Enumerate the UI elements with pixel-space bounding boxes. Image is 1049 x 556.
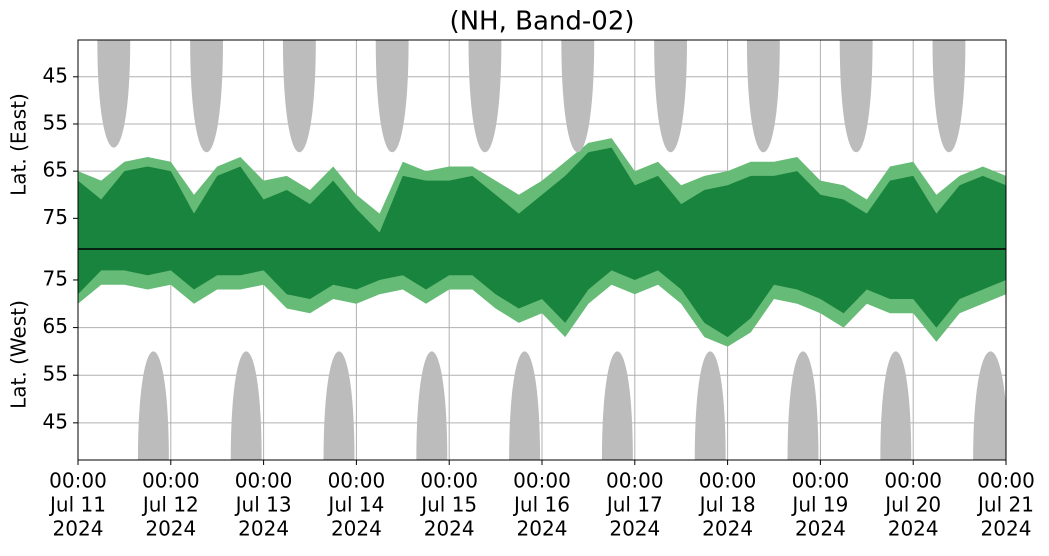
y-tick-label: 65 bbox=[43, 314, 68, 338]
x-tick-label: Jul 17 bbox=[605, 493, 663, 517]
no-data-mask bbox=[97, 40, 131, 148]
no-data-mask bbox=[839, 40, 873, 153]
y-tick-label: 45 bbox=[43, 409, 68, 433]
plot-frame bbox=[77, 39, 1007, 461]
no-data-mask bbox=[654, 40, 687, 153]
x-tick-label: 2024 bbox=[53, 517, 104, 541]
x-tick-label: 00:00 bbox=[977, 469, 1035, 493]
x-tick-label: 2024 bbox=[702, 517, 753, 541]
x-tick-label: 2024 bbox=[238, 517, 289, 541]
x-tick-label: Jul 16 bbox=[512, 493, 570, 517]
no-data-mask bbox=[323, 351, 355, 460]
x-tick-label: Jul 15 bbox=[419, 493, 477, 517]
y-tick-label: 75 bbox=[43, 266, 68, 290]
x-tick-label: 00:00 bbox=[699, 469, 757, 493]
no-data-mask bbox=[880, 351, 912, 460]
x-tick-label: 00:00 bbox=[792, 469, 850, 493]
x-tick-label: Jul 20 bbox=[883, 493, 941, 517]
x-tick-label: Jul 19 bbox=[790, 493, 848, 517]
y-axis-label: Lat. (East) bbox=[7, 93, 31, 196]
plot-area bbox=[78, 40, 1006, 460]
x-tick-label: 2024 bbox=[888, 517, 939, 541]
no-data-mask bbox=[282, 40, 316, 153]
no-data-mask bbox=[601, 351, 633, 460]
x-tick-label: 00:00 bbox=[420, 469, 478, 493]
x-tick-label: Jul 12 bbox=[141, 493, 199, 517]
no-data-mask bbox=[137, 351, 169, 460]
x-tick-label: 00:00 bbox=[49, 469, 107, 493]
chart-title: (NH, Band-02) bbox=[449, 7, 634, 37]
x-tick-label: 2024 bbox=[609, 517, 660, 541]
x-tick-label: 00:00 bbox=[235, 469, 293, 493]
no-data-mask bbox=[416, 351, 448, 460]
y-tick-label: 55 bbox=[43, 362, 68, 386]
no-data-mask bbox=[694, 351, 726, 460]
no-data-mask bbox=[230, 351, 262, 460]
no-data-mask bbox=[746, 40, 780, 153]
x-tick-label: Jul 21 bbox=[976, 493, 1034, 517]
no-data-mask bbox=[932, 40, 966, 153]
x-tick-label: Jul 14 bbox=[326, 493, 384, 517]
x-tick-label: 00:00 bbox=[328, 469, 386, 493]
x-tick-label: 2024 bbox=[981, 517, 1032, 541]
coverage-area bbox=[78, 147, 1006, 249]
x-tick-label: 00:00 bbox=[884, 469, 942, 493]
x-tick-label: 00:00 bbox=[142, 469, 200, 493]
no-data-mask bbox=[468, 40, 502, 153]
x-tick-label: 2024 bbox=[145, 517, 196, 541]
x-tick-label: 00:00 bbox=[513, 469, 571, 493]
x-tick-label: 2024 bbox=[795, 517, 846, 541]
x-tick-label: Jul 11 bbox=[48, 493, 106, 517]
no-data-mask bbox=[509, 351, 541, 460]
no-data-mask bbox=[561, 40, 595, 153]
y-tick-label: 45 bbox=[43, 63, 68, 87]
no-data-mask bbox=[375, 40, 409, 153]
no-data-mask bbox=[973, 351, 1006, 460]
x-tick-label: 2024 bbox=[517, 517, 568, 541]
x-tick-label: 00:00 bbox=[606, 469, 664, 493]
no-data-mask bbox=[190, 40, 223, 153]
y-axis-label: Lat. (West) bbox=[7, 300, 31, 409]
x-tick-label: Jul 13 bbox=[234, 493, 292, 517]
y-tick-label: 75 bbox=[43, 205, 68, 229]
coverage-area bbox=[78, 249, 1006, 338]
no-data-mask bbox=[787, 351, 819, 460]
y-tick-label: 65 bbox=[43, 158, 68, 182]
x-tick-label: 2024 bbox=[331, 517, 382, 541]
y-tick-label: 55 bbox=[43, 110, 68, 134]
x-tick-label: 2024 bbox=[424, 517, 475, 541]
x-tick-label: Jul 18 bbox=[698, 493, 756, 517]
